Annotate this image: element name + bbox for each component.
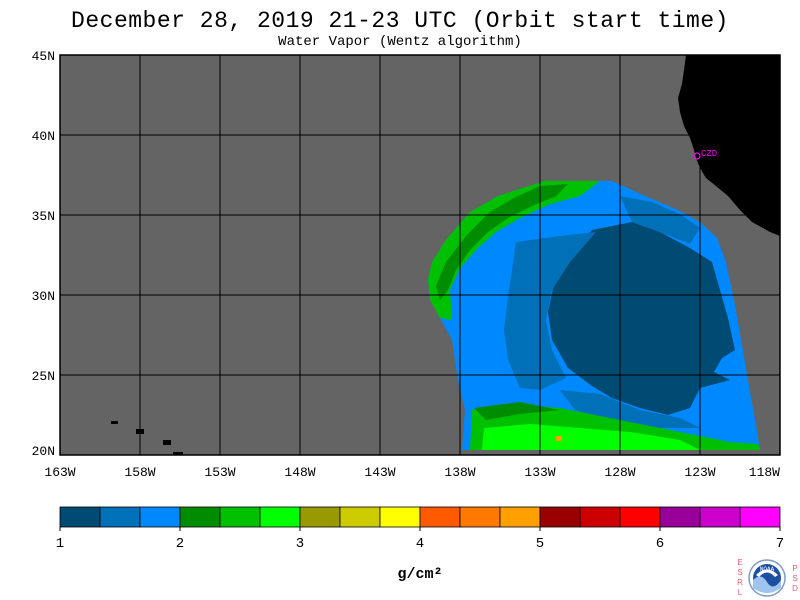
colorbar-swatch <box>299 506 341 528</box>
latitude-labels: 45N 40N 35N 30N 25N 20N <box>32 49 55 459</box>
swath-dark-blue-core <box>548 222 735 415</box>
colorbar-swatch <box>99 506 141 528</box>
station-marker: CZD <box>693 149 717 160</box>
colorbar-swatch <box>539 506 581 528</box>
noaa-logo-icon: NOAA <box>748 559 786 597</box>
colorbar-swatch <box>259 506 301 528</box>
swath-dark-green-north <box>436 184 568 300</box>
colorbar <box>59 506 781 528</box>
colorbar-swatch <box>419 506 461 528</box>
lon-tick-label: 118W <box>749 465 780 480</box>
lat-tick-label: 35N <box>32 209 55 224</box>
land-coastline <box>678 55 780 236</box>
lon-tick-label: 163W <box>44 465 75 480</box>
lon-tick-label: 143W <box>364 465 395 480</box>
colorbar-swatch <box>739 506 781 528</box>
colorbar-tick-labels: 1 2 3 4 5 6 7 <box>56 527 784 552</box>
station-label: CZD <box>701 149 717 159</box>
colorbar-swatch <box>339 506 381 528</box>
colorbar-swatch <box>59 506 101 528</box>
swath-medium-blue-3 <box>560 390 700 428</box>
colorbar-swatch <box>579 506 621 528</box>
colorbar-swatch <box>659 506 701 528</box>
swath-green-north <box>428 181 600 320</box>
swath-medium-blue-1 <box>504 232 596 390</box>
colorbar-swatch <box>379 506 421 528</box>
lon-tick-label: 123W <box>684 465 715 480</box>
swath-orange-pixel <box>556 436 562 441</box>
lon-tick-label: 158W <box>124 465 155 480</box>
longitude-labels: 163W 158W 153W 148W 143W 138W 133W 128W 123W 118W <box>44 465 780 480</box>
colorbar-swatch <box>619 506 661 528</box>
noaa-logo-text: NOAA <box>760 566 775 573</box>
colorbar-swatch <box>179 506 221 528</box>
lat-tick-label: 45N <box>32 49 55 64</box>
lat-tick-label: 20N <box>32 444 55 459</box>
colorbar-swatch <box>139 506 181 528</box>
lon-tick-label: 153W <box>204 465 235 480</box>
colorbar-tick-label: 6 <box>656 536 664 552</box>
colorbar-tick-label: 7 <box>776 536 784 552</box>
swath-bright-green-south <box>482 424 700 450</box>
colorbar-tick-label: 3 <box>296 536 304 552</box>
colorbar-tick-label: 1 <box>56 536 64 552</box>
lon-tick-label: 138W <box>444 465 475 480</box>
colorbar-unit-label: g/cm² <box>397 566 442 583</box>
water-vapor-swath <box>428 181 760 450</box>
lat-lon-grid <box>60 55 780 455</box>
lon-tick-label: 128W <box>604 465 635 480</box>
colorbar-swatch <box>459 506 501 528</box>
map-title: December 28, 2019 21-23 UTC (Orbit start… <box>71 8 729 34</box>
colorbar-swatch <box>219 506 261 528</box>
lon-tick-label: 148W <box>284 465 315 480</box>
colorbar-tick-label: 4 <box>416 536 424 552</box>
lat-tick-label: 40N <box>32 129 55 144</box>
swath-dark-green-south <box>474 402 560 420</box>
colorbar-swatch <box>499 506 541 528</box>
map-frame <box>59 54 781 456</box>
lat-tick-label: 30N <box>32 289 55 304</box>
lon-tick-label: 133W <box>524 465 555 480</box>
map-subtitle: Water Vapor (Wentz algorithm) <box>278 34 522 50</box>
colorbar-swatch <box>699 506 741 528</box>
colorbar-tick-label: 5 <box>536 536 544 552</box>
colorbar-tick-label: 2 <box>176 536 184 552</box>
swath-medium-blue-2 <box>620 196 700 244</box>
lat-tick-label: 25N <box>32 369 55 384</box>
